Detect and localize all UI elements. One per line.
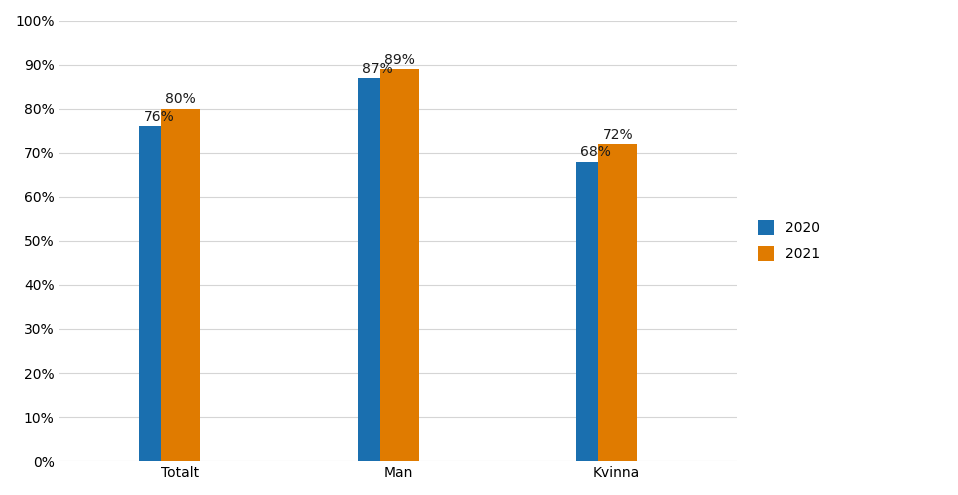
- Bar: [379, 69, 419, 461]
- Legend: 2020, 2021: 2020, 2021: [751, 213, 828, 268]
- Text: 76%: 76%: [144, 110, 174, 124]
- Bar: [161, 108, 200, 461]
- Bar: [357, 78, 397, 461]
- Text: 80%: 80%: [166, 93, 196, 106]
- Bar: [139, 126, 178, 461]
- Bar: [598, 144, 637, 461]
- Text: 87%: 87%: [362, 61, 393, 76]
- Text: 68%: 68%: [581, 146, 611, 159]
- Text: 89%: 89%: [384, 53, 415, 67]
- Bar: [577, 161, 616, 461]
- Text: 72%: 72%: [603, 128, 633, 142]
